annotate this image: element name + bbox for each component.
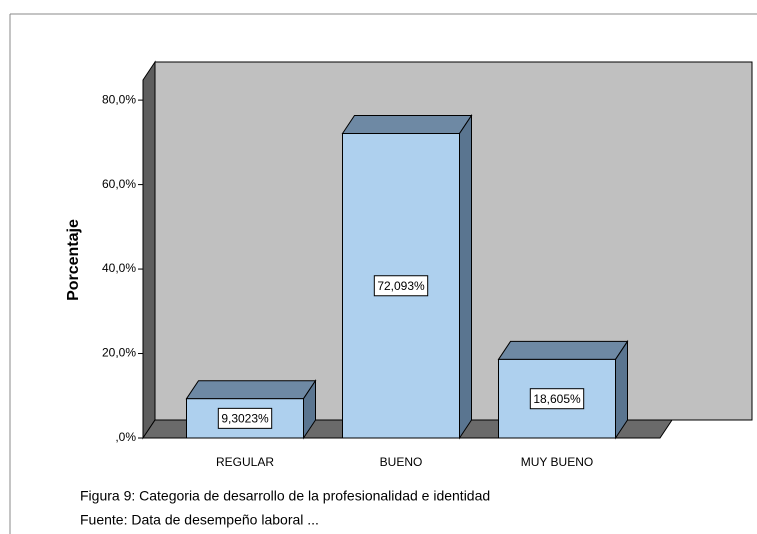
- y-tick-label: 20,0%: [102, 346, 136, 360]
- bar-top: [341, 115, 473, 135]
- value-label: 9,3023%: [221, 412, 269, 426]
- x-tick-label: REGULAR: [216, 455, 274, 469]
- value-label-box: [217, 407, 273, 429]
- left-wall: [142, 60, 156, 440]
- bar-side: [459, 113, 472, 440]
- y-tick-label: ,0%: [115, 430, 136, 444]
- bar-top: [497, 340, 629, 360]
- y-tick-label: 60,0%: [102, 177, 136, 191]
- value-label-box: [529, 388, 585, 410]
- x-tick-label: MUY BUENO: [521, 455, 593, 469]
- y-axis-label: Porcentaje: [65, 219, 82, 301]
- value-label: 72,093%: [377, 279, 425, 293]
- y-tick-label: 40,0%: [102, 261, 136, 275]
- bar-side: [615, 339, 628, 440]
- bar-top: [185, 380, 317, 400]
- value-label-box: [373, 275, 429, 297]
- value-label: 18,605%: [533, 392, 581, 406]
- caption: Figura 9: Categoria de desarrollo de la …: [80, 488, 490, 504]
- source: Fuente: Data de desempeño laboral ...: [80, 512, 319, 528]
- y-tick-label: 80,0%: [102, 92, 136, 106]
- x-tick-label: BUENO: [380, 455, 423, 469]
